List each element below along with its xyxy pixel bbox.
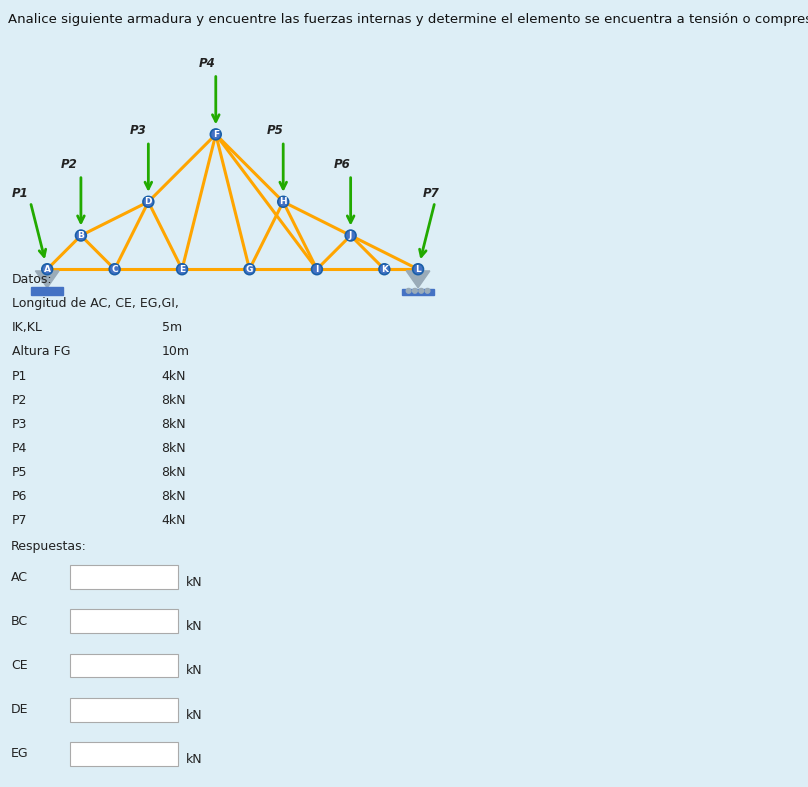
Text: I: I: [315, 264, 318, 274]
Text: 5m: 5m: [162, 321, 182, 334]
Text: 8kN: 8kN: [162, 490, 186, 503]
Text: P4: P4: [199, 57, 216, 70]
Circle shape: [210, 129, 221, 140]
Circle shape: [379, 264, 389, 275]
Circle shape: [143, 197, 154, 207]
Circle shape: [406, 289, 411, 294]
Text: kN: kN: [187, 708, 203, 722]
Text: 4kN: 4kN: [162, 514, 186, 527]
Text: kN: kN: [187, 752, 203, 766]
Circle shape: [419, 289, 423, 294]
Circle shape: [312, 264, 322, 275]
Text: H: H: [280, 198, 287, 206]
Text: Analice siguiente armadura y encuentre las fuerzas internas y determine el eleme: Analice siguiente armadura y encuentre l…: [8, 13, 808, 26]
Text: kN: kN: [187, 664, 203, 678]
Text: J: J: [349, 231, 352, 240]
Text: EG: EG: [11, 747, 28, 760]
Bar: [70, 697, 178, 722]
Text: 10m: 10m: [162, 345, 190, 359]
Circle shape: [75, 230, 86, 241]
Circle shape: [244, 264, 255, 275]
Text: Datos:: Datos:: [12, 273, 53, 286]
Bar: [70, 609, 178, 634]
Text: B: B: [78, 231, 84, 240]
Text: 8kN: 8kN: [162, 394, 186, 407]
Text: 8kN: 8kN: [162, 418, 186, 430]
Circle shape: [177, 264, 187, 275]
Text: kN: kN: [187, 576, 203, 589]
Text: A: A: [44, 264, 51, 274]
Text: Longitud de AC, CE, EG,GI,: Longitud de AC, CE, EG,GI,: [12, 297, 179, 310]
Text: 8kN: 8kN: [162, 466, 186, 479]
Text: Respuestas:: Respuestas:: [11, 540, 86, 553]
Text: L: L: [415, 264, 421, 274]
Text: E: E: [179, 264, 185, 274]
Text: P5: P5: [267, 124, 283, 138]
Bar: [402, 290, 434, 294]
Text: P3: P3: [12, 418, 27, 430]
Text: P7: P7: [12, 514, 27, 527]
Text: P5: P5: [12, 466, 27, 479]
Text: BC: BC: [11, 615, 28, 628]
Circle shape: [413, 289, 417, 294]
Text: F: F: [213, 130, 219, 139]
Circle shape: [425, 289, 430, 294]
Polygon shape: [36, 271, 59, 288]
Polygon shape: [406, 271, 430, 288]
Text: D: D: [145, 198, 152, 206]
Circle shape: [42, 264, 53, 275]
Text: P4: P4: [12, 442, 27, 455]
Text: IK,KL: IK,KL: [12, 321, 43, 334]
Text: P2: P2: [12, 394, 27, 407]
Bar: [70, 565, 178, 589]
Bar: [70, 653, 178, 678]
Bar: [31, 287, 63, 294]
Text: Altura FG: Altura FG: [12, 345, 70, 359]
Text: 4kN: 4kN: [162, 370, 186, 382]
Circle shape: [345, 230, 356, 241]
Text: P2: P2: [61, 158, 78, 171]
Text: P6: P6: [12, 490, 27, 503]
Circle shape: [278, 197, 288, 207]
Text: P1: P1: [12, 187, 28, 200]
Text: P3: P3: [130, 124, 146, 138]
Text: kN: kN: [187, 620, 203, 634]
Circle shape: [413, 264, 423, 275]
Text: 8kN: 8kN: [162, 442, 186, 455]
Text: K: K: [381, 264, 388, 274]
Text: CE: CE: [11, 659, 27, 672]
Text: DE: DE: [11, 703, 28, 716]
Text: P6: P6: [334, 158, 351, 171]
Bar: [70, 741, 178, 766]
Text: P1: P1: [12, 370, 27, 382]
Text: P7: P7: [423, 187, 440, 200]
Text: C: C: [112, 264, 118, 274]
Text: AC: AC: [11, 571, 28, 584]
Text: G: G: [246, 264, 253, 274]
Circle shape: [109, 264, 120, 275]
